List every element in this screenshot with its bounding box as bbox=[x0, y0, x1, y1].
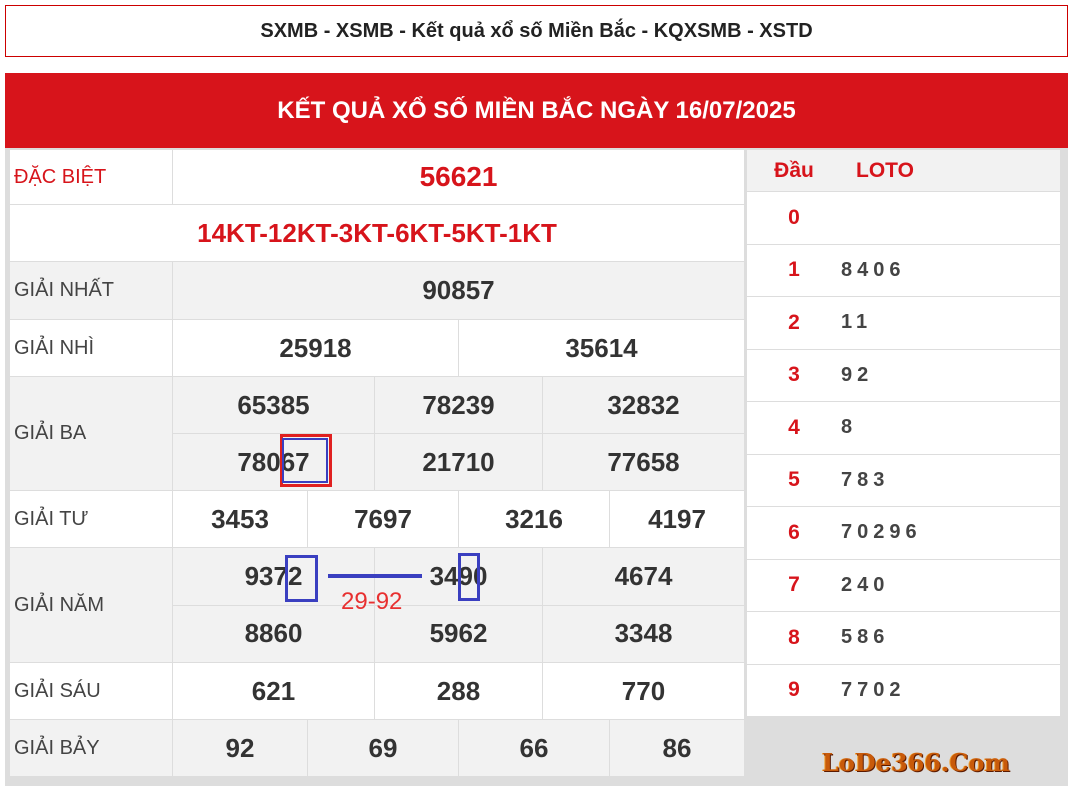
loto-values: 11 bbox=[841, 311, 873, 334]
loto-values: 8406 bbox=[841, 258, 906, 281]
loto-values: 70296 bbox=[841, 521, 922, 544]
page-title: SXMB - XSMB - Kết quả xổ số Miền Bắc - K… bbox=[5, 5, 1068, 57]
loto-row: 7 240 bbox=[747, 559, 1060, 612]
prize-number: 770 bbox=[543, 663, 745, 720]
prize-number: 288 bbox=[375, 663, 543, 720]
prize-label: GIẢI NHÌ bbox=[10, 320, 173, 377]
prize-number: 21710 bbox=[375, 434, 543, 491]
loto-head: 5 bbox=[788, 468, 800, 492]
prize-number: 25918 bbox=[173, 320, 459, 377]
prize-number: 90857 bbox=[173, 262, 745, 320]
connector-line bbox=[328, 574, 422, 578]
loto-row: 2 11 bbox=[747, 297, 1060, 350]
prize-label: GIẢI NĂM bbox=[10, 548, 173, 663]
loto-row: 1 8406 bbox=[747, 244, 1060, 297]
loto-row: 6 70296 bbox=[747, 507, 1060, 560]
prize-number: 4674 bbox=[543, 548, 745, 606]
prize-number: 35614 bbox=[459, 320, 745, 377]
prize-number: 66 bbox=[459, 720, 610, 777]
loto-row: 8 586 bbox=[747, 612, 1060, 665]
annotation-text: 29-92 bbox=[341, 588, 403, 615]
loto-head: 9 bbox=[788, 678, 800, 702]
loto-head: 4 bbox=[788, 415, 800, 439]
prize-number: 5962 bbox=[375, 605, 543, 663]
loto-row: 9 7702 bbox=[747, 664, 1060, 717]
prize-number: 32832 bbox=[543, 377, 745, 434]
loto-head: Đầu bbox=[774, 158, 814, 182]
results-banner: KẾT QUẢ XỔ SỐ MIỀN BẮC NGÀY 16/07/2025 bbox=[5, 73, 1068, 148]
prize-number: 86 bbox=[610, 720, 745, 777]
loto-head: 7 bbox=[788, 573, 800, 597]
prize-number: 78067 bbox=[173, 434, 375, 491]
prize-number: 7697 bbox=[308, 491, 459, 548]
prize-number: 65385 bbox=[173, 377, 375, 434]
loto-head: 2 bbox=[788, 310, 800, 334]
prize-label: GIẢI SÁU bbox=[10, 663, 173, 720]
loto-values: 586 bbox=[841, 626, 890, 649]
prize-number: 8860 bbox=[173, 605, 375, 663]
prize-number: 56621 bbox=[173, 150, 745, 205]
loto-row: 5 783 bbox=[747, 454, 1060, 507]
loto-values: 783 bbox=[841, 468, 890, 491]
prize-number: 92 bbox=[173, 720, 308, 777]
prize-label: GIẢI BẢY bbox=[10, 720, 173, 777]
prize-number: 4197 bbox=[610, 491, 745, 548]
loto-values: LOTO bbox=[856, 158, 914, 182]
loto-values: 8 bbox=[841, 416, 858, 439]
prize-number: 77658 bbox=[543, 434, 745, 491]
prize-label: ĐẶC BIỆT bbox=[10, 150, 173, 205]
loto-row: 3 92 bbox=[747, 349, 1060, 402]
loto-head: 6 bbox=[788, 520, 800, 544]
loto-values: 92 bbox=[841, 363, 874, 386]
loto-head: 1 bbox=[788, 258, 800, 282]
loto-values: 240 bbox=[841, 573, 890, 596]
loto-head: 8 bbox=[788, 625, 800, 649]
loto-header: Đầu LOTO bbox=[747, 150, 1060, 192]
prize-number: 69 bbox=[308, 720, 459, 777]
watermark-logo: LoDe366.Com bbox=[822, 748, 1010, 777]
loto-row: 0 bbox=[747, 192, 1060, 245]
prize-number: 14KT-12KT-3KT-6KT-5KT-1KT bbox=[10, 205, 745, 262]
prize-number: 3348 bbox=[543, 605, 745, 663]
prize-number: 3216 bbox=[459, 491, 610, 548]
prize-label: GIẢI TƯ bbox=[10, 491, 173, 548]
prize-number: 78239 bbox=[375, 377, 543, 434]
prize-label: GIẢI BA bbox=[10, 377, 173, 491]
prize-number: 3453 bbox=[173, 491, 308, 548]
loto-head: 3 bbox=[788, 363, 800, 387]
prize-label: GIẢI NHẤT bbox=[10, 262, 173, 320]
loto-values: 7702 bbox=[841, 678, 906, 701]
prize-number: 621 bbox=[173, 663, 375, 720]
loto-head: 0 bbox=[788, 205, 800, 229]
